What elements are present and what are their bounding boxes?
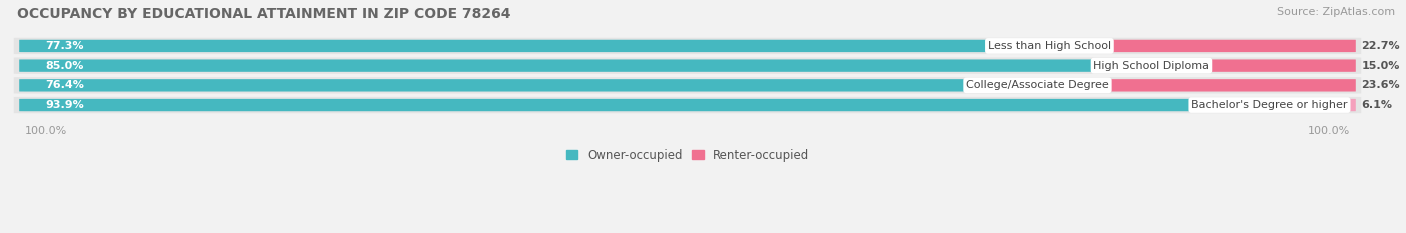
FancyBboxPatch shape — [20, 99, 1275, 111]
Text: Bachelor's Degree or higher: Bachelor's Degree or higher — [1191, 100, 1348, 110]
Text: 6.1%: 6.1% — [1361, 100, 1392, 110]
Text: 100.0%: 100.0% — [1308, 126, 1350, 136]
Text: High School Diploma: High School Diploma — [1094, 61, 1209, 71]
FancyBboxPatch shape — [20, 59, 1157, 72]
Text: Source: ZipAtlas.com: Source: ZipAtlas.com — [1277, 7, 1395, 17]
Text: OCCUPANCY BY EDUCATIONAL ATTAINMENT IN ZIP CODE 78264: OCCUPANCY BY EDUCATIONAL ATTAINMENT IN Z… — [17, 7, 510, 21]
FancyBboxPatch shape — [14, 97, 1361, 113]
FancyBboxPatch shape — [1146, 59, 1355, 72]
Text: 15.0%: 15.0% — [1361, 61, 1399, 71]
Text: 100.0%: 100.0% — [25, 126, 67, 136]
Text: 85.0%: 85.0% — [45, 61, 83, 71]
Text: 22.7%: 22.7% — [1361, 41, 1400, 51]
FancyBboxPatch shape — [20, 79, 1043, 92]
Text: 77.3%: 77.3% — [45, 41, 84, 51]
Text: 93.9%: 93.9% — [45, 100, 84, 110]
Text: 23.6%: 23.6% — [1361, 80, 1400, 90]
FancyBboxPatch shape — [14, 38, 1361, 54]
Text: 76.4%: 76.4% — [45, 80, 84, 90]
FancyBboxPatch shape — [14, 58, 1361, 74]
FancyBboxPatch shape — [14, 77, 1361, 93]
FancyBboxPatch shape — [20, 40, 1054, 52]
FancyBboxPatch shape — [1043, 40, 1355, 52]
FancyBboxPatch shape — [1032, 79, 1355, 92]
Legend: Owner-occupied, Renter-occupied: Owner-occupied, Renter-occupied — [561, 144, 814, 167]
FancyBboxPatch shape — [1264, 99, 1355, 111]
Text: College/Associate Degree: College/Associate Degree — [966, 80, 1109, 90]
Text: Less than High School: Less than High School — [988, 41, 1111, 51]
